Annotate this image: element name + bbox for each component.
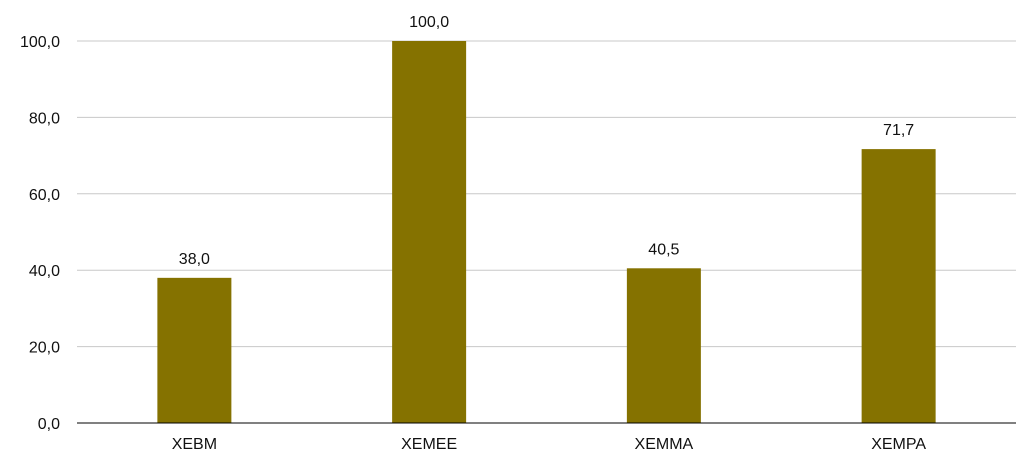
y-tick-label: 80,0 xyxy=(29,110,60,127)
bars xyxy=(157,41,936,423)
x-tick-label: XEMPA xyxy=(871,436,926,452)
bar-xebm xyxy=(157,277,232,423)
x-tick-label: XEMEE xyxy=(401,436,457,452)
y-tick-label: 20,0 xyxy=(29,340,60,357)
data-label: 71,7 xyxy=(883,122,914,139)
bar-xemma xyxy=(626,268,701,423)
y-axis-ticks: 0,0 20,0 40,0 60,0 80,0 100,0 xyxy=(20,34,60,433)
x-tick-label: XEMMA xyxy=(635,436,694,452)
data-labels: 38,0 100,0 40,5 71,7 xyxy=(179,14,914,268)
y-tick-label: 0,0 xyxy=(38,416,60,433)
data-label: 40,5 xyxy=(648,241,679,258)
data-label: 38,0 xyxy=(179,251,210,268)
y-tick-label: 100,0 xyxy=(20,34,60,51)
x-tick-label: XEBM xyxy=(172,436,217,452)
y-tick-label: 60,0 xyxy=(29,187,60,204)
gridlines xyxy=(77,40,1016,348)
y-tick-label: 40,0 xyxy=(29,263,60,280)
bar-xemee xyxy=(392,41,467,423)
x-axis-ticks: XEBM XEMEE XEMMA XEMPA xyxy=(172,436,927,453)
bar-xempa xyxy=(861,149,936,423)
data-label: 100,0 xyxy=(409,14,449,31)
